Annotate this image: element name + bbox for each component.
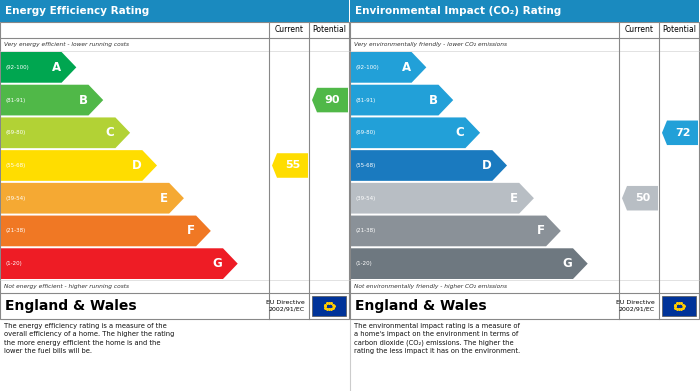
- Text: (21-38): (21-38): [355, 228, 375, 233]
- Polygon shape: [1, 52, 76, 83]
- Text: England & Wales: England & Wales: [355, 299, 486, 313]
- Polygon shape: [662, 120, 698, 145]
- Text: 50: 50: [635, 193, 650, 203]
- Text: D: D: [132, 159, 141, 172]
- Bar: [662, 296, 696, 316]
- Text: England & Wales: England & Wales: [5, 299, 136, 313]
- Text: (39-54): (39-54): [355, 196, 375, 201]
- Text: A: A: [52, 61, 61, 74]
- Text: (39-54): (39-54): [5, 196, 25, 201]
- Polygon shape: [351, 52, 426, 83]
- Polygon shape: [351, 215, 561, 246]
- Polygon shape: [351, 248, 588, 279]
- Text: Very energy efficient - lower running costs: Very energy efficient - lower running co…: [4, 42, 129, 47]
- Text: Current: Current: [624, 25, 654, 34]
- Text: (81-91): (81-91): [5, 98, 25, 102]
- Text: (1-20): (1-20): [5, 261, 22, 266]
- Text: C: C: [106, 126, 114, 139]
- Text: 72: 72: [675, 128, 690, 138]
- Polygon shape: [1, 215, 211, 246]
- Text: (81-91): (81-91): [355, 98, 375, 102]
- Polygon shape: [272, 153, 308, 178]
- Text: F: F: [187, 224, 195, 237]
- Text: Potential: Potential: [662, 25, 696, 34]
- Text: The energy efficiency rating is a measure of the
overall efficiency of a home. T: The energy efficiency rating is a measur…: [4, 323, 174, 354]
- Text: Very environmentally friendly - lower CO₂ emissions: Very environmentally friendly - lower CO…: [354, 42, 507, 47]
- Bar: [350, 22, 699, 319]
- Text: 55: 55: [285, 160, 300, 170]
- Polygon shape: [351, 117, 480, 148]
- Text: Not energy efficient - higher running costs: Not energy efficient - higher running co…: [4, 284, 129, 289]
- Polygon shape: [622, 186, 658, 210]
- Text: C: C: [456, 126, 464, 139]
- Polygon shape: [1, 183, 184, 213]
- Text: D: D: [482, 159, 491, 172]
- Text: G: G: [212, 257, 222, 270]
- Text: Not environmentally friendly - higher CO₂ emissions: Not environmentally friendly - higher CO…: [354, 284, 507, 289]
- Polygon shape: [312, 88, 348, 112]
- Text: The environmental impact rating is a measure of
a home's impact on the environme: The environmental impact rating is a mea…: [354, 323, 520, 354]
- Text: F: F: [537, 224, 545, 237]
- Polygon shape: [351, 183, 534, 213]
- Polygon shape: [351, 150, 507, 181]
- Text: G: G: [562, 257, 572, 270]
- Text: (92-100): (92-100): [355, 65, 379, 70]
- Bar: [0, 0, 349, 22]
- Text: Potential: Potential: [312, 25, 346, 34]
- Text: A: A: [402, 61, 411, 74]
- Text: (92-100): (92-100): [5, 65, 29, 70]
- Text: (1-20): (1-20): [355, 261, 372, 266]
- Text: (21-38): (21-38): [5, 228, 25, 233]
- Bar: [0, 22, 349, 319]
- Text: (55-68): (55-68): [355, 163, 375, 168]
- Bar: [312, 296, 346, 316]
- Bar: [350, 0, 699, 22]
- Text: Current: Current: [274, 25, 304, 34]
- Polygon shape: [1, 85, 103, 115]
- Text: E: E: [510, 192, 518, 205]
- Text: EU Directive
2002/91/EC: EU Directive 2002/91/EC: [616, 300, 655, 312]
- Text: E: E: [160, 192, 168, 205]
- Polygon shape: [1, 117, 130, 148]
- Text: (55-68): (55-68): [5, 163, 25, 168]
- Text: (69-80): (69-80): [355, 130, 375, 135]
- Text: EU Directive
2002/91/EC: EU Directive 2002/91/EC: [266, 300, 305, 312]
- Text: 90: 90: [325, 95, 340, 105]
- Text: B: B: [428, 93, 438, 107]
- Polygon shape: [1, 150, 157, 181]
- Text: (69-80): (69-80): [5, 130, 25, 135]
- Polygon shape: [1, 248, 238, 279]
- Text: B: B: [78, 93, 88, 107]
- Polygon shape: [351, 85, 453, 115]
- Text: Energy Efficiency Rating: Energy Efficiency Rating: [5, 6, 149, 16]
- Text: Environmental Impact (CO₂) Rating: Environmental Impact (CO₂) Rating: [355, 6, 561, 16]
